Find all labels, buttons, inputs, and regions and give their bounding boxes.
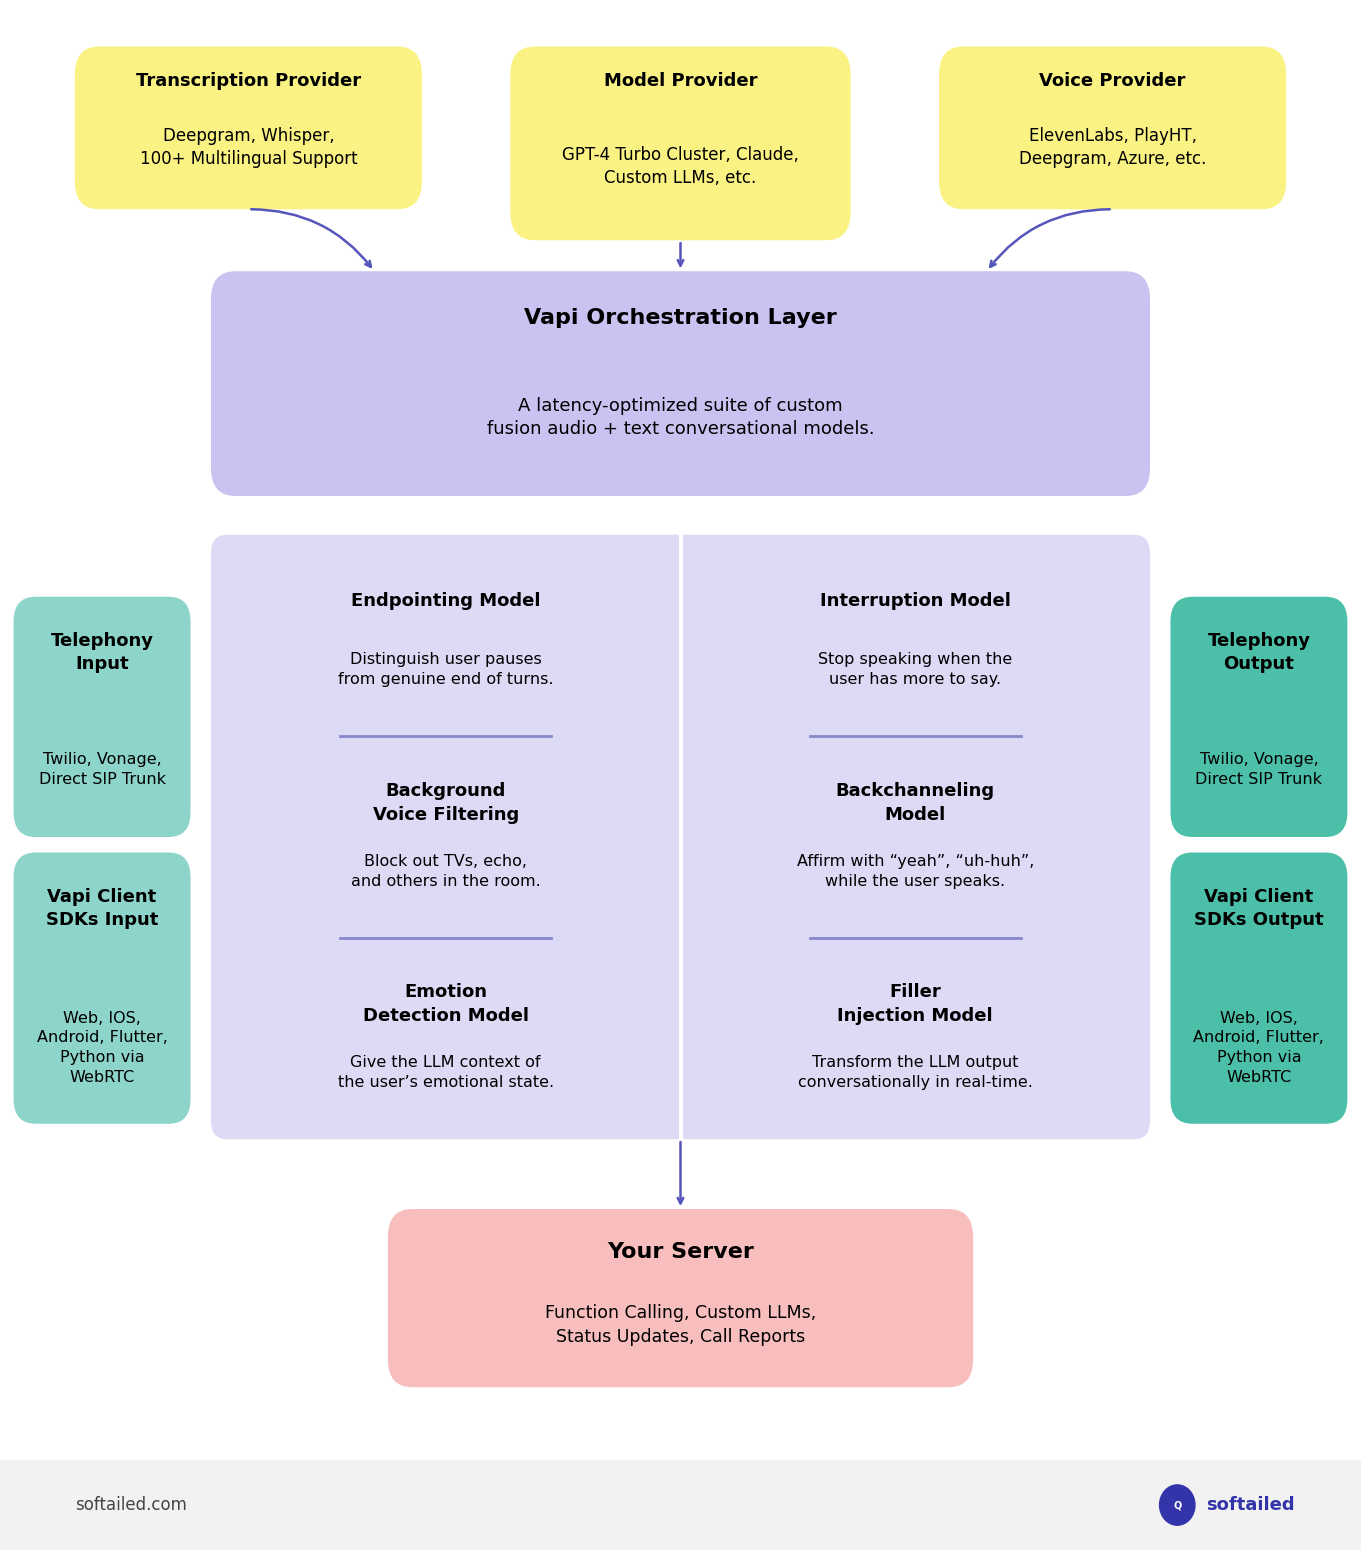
Text: Model Provider: Model Provider — [604, 71, 757, 90]
Circle shape — [1160, 1485, 1195, 1525]
Text: Deepgram, Whisper,
100+ Multilingual Support: Deepgram, Whisper, 100+ Multilingual Sup… — [140, 127, 357, 169]
FancyBboxPatch shape — [388, 1209, 973, 1387]
Text: Web, IOS,
Android, Flutter,
Python via
WebRTC: Web, IOS, Android, Flutter, Python via W… — [1194, 1011, 1324, 1085]
Text: softailed.com: softailed.com — [75, 1496, 186, 1514]
Text: Block out TVs, echo,
and others in the room.: Block out TVs, echo, and others in the r… — [351, 854, 540, 888]
Text: Stop speaking when the
user has more to say.: Stop speaking when the user has more to … — [818, 653, 1013, 687]
Text: Background
Voice Filtering: Background Voice Filtering — [373, 781, 519, 823]
Text: Vapi Client
SDKs Output: Vapi Client SDKs Output — [1194, 888, 1324, 928]
FancyBboxPatch shape — [14, 853, 191, 1124]
FancyBboxPatch shape — [211, 271, 1150, 496]
Text: Twilio, Vonage,
Direct SIP Trunk: Twilio, Vonage, Direct SIP Trunk — [38, 752, 166, 787]
Text: Distinguish user pauses
from genuine end of turns.: Distinguish user pauses from genuine end… — [338, 653, 554, 687]
Text: Your Server: Your Server — [607, 1243, 754, 1262]
Text: Twilio, Vonage,
Direct SIP Trunk: Twilio, Vonage, Direct SIP Trunk — [1195, 752, 1323, 787]
Text: A latency-optimized suite of custom
fusion audio + text conversational models.: A latency-optimized suite of custom fusi… — [487, 397, 874, 439]
Text: softailed: softailed — [1206, 1496, 1294, 1514]
Text: Function Calling, Custom LLMs,
Status Updates, Call Reports: Function Calling, Custom LLMs, Status Up… — [544, 1304, 817, 1345]
Text: Q: Q — [1173, 1500, 1181, 1510]
FancyBboxPatch shape — [1170, 597, 1347, 837]
Text: Voice Provider: Voice Provider — [1040, 71, 1185, 90]
Text: Web, IOS,
Android, Flutter,
Python via
WebRTC: Web, IOS, Android, Flutter, Python via W… — [37, 1011, 167, 1085]
Text: GPT-4 Turbo Cluster, Claude,
Custom LLMs, etc.: GPT-4 Turbo Cluster, Claude, Custom LLMs… — [562, 146, 799, 188]
Text: Transcription Provider: Transcription Provider — [136, 71, 361, 90]
Text: Interruption Model: Interruption Model — [819, 592, 1011, 611]
Text: Filler
Injection Model: Filler Injection Model — [837, 983, 994, 1025]
FancyBboxPatch shape — [1170, 853, 1347, 1124]
Text: Vapi Client
SDKs Input: Vapi Client SDKs Input — [46, 888, 158, 928]
Text: Vapi Orchestration Layer: Vapi Orchestration Layer — [524, 308, 837, 327]
FancyBboxPatch shape — [211, 535, 1150, 1139]
Text: Affirm with “yeah”, “uh-huh”,
while the user speaks.: Affirm with “yeah”, “uh-huh”, while the … — [796, 854, 1034, 888]
Text: Give the LLM context of
the user’s emotional state.: Give the LLM context of the user’s emoti… — [338, 1056, 554, 1090]
FancyBboxPatch shape — [939, 46, 1286, 209]
Text: Telephony
Input: Telephony Input — [50, 632, 154, 673]
FancyBboxPatch shape — [0, 1460, 1361, 1550]
Text: Endpointing Model: Endpointing Model — [351, 592, 540, 611]
Text: Transform the LLM output
conversationally in real-time.: Transform the LLM output conversationall… — [798, 1056, 1033, 1090]
FancyBboxPatch shape — [75, 46, 422, 209]
FancyBboxPatch shape — [510, 46, 851, 240]
Text: Backchanneling
Model: Backchanneling Model — [836, 781, 995, 823]
Text: Telephony
Output: Telephony Output — [1207, 632, 1311, 673]
FancyBboxPatch shape — [14, 597, 191, 837]
Text: Emotion
Detection Model: Emotion Detection Model — [363, 983, 528, 1025]
Text: ElevenLabs, PlayHT,
Deepgram, Azure, etc.: ElevenLabs, PlayHT, Deepgram, Azure, etc… — [1019, 127, 1206, 169]
